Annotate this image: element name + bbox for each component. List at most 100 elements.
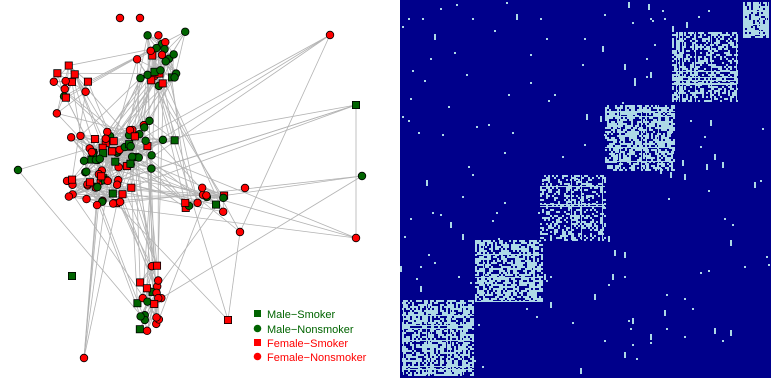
- matrix-cell: [692, 32, 694, 34]
- matrix-cell: [529, 244, 531, 246]
- matrix-cell: [529, 266, 531, 268]
- matrix-cell: [613, 153, 615, 155]
- matrix-cell: [489, 264, 491, 266]
- matrix-cell: [402, 315, 474, 316]
- matrix-cell: [718, 68, 720, 70]
- matrix-cell: [718, 88, 720, 90]
- matrix-cell: [613, 155, 615, 157]
- matrix-cell: [412, 304, 414, 306]
- matrix-cell: [452, 310, 454, 312]
- matrix-cell: [466, 330, 468, 332]
- matrix-cell: [406, 360, 408, 362]
- matrix-cell: [629, 117, 631, 119]
- matrix-cell: [667, 125, 669, 127]
- matrix-cell: [730, 66, 732, 68]
- matrix-cell: [454, 318, 456, 320]
- matrix-cell: [625, 149, 627, 151]
- matrix-cell: [408, 356, 410, 358]
- matrix-cell: [466, 312, 468, 314]
- matrix-cell: [470, 306, 472, 308]
- matrix-cell: [704, 48, 706, 50]
- matrix-cell: [698, 16, 700, 18]
- matrix-cell: [436, 360, 438, 362]
- matrix-cell: [507, 244, 509, 246]
- matrix-cell: [466, 306, 468, 308]
- matrix-cell: [404, 346, 406, 348]
- matrix-cell: [722, 38, 724, 40]
- matrix-cell: [682, 32, 683, 102]
- matrix-cell: [600, 175, 602, 177]
- matrix-cell: [576, 239, 578, 241]
- network-node: [127, 152, 137, 161]
- matrix-cell: [623, 159, 625, 161]
- matrix-cell: [499, 294, 501, 296]
- matrix-cell: [684, 88, 686, 90]
- matrix-cell: [477, 262, 479, 264]
- matrix-cell: [728, 94, 730, 96]
- matrix-cell: [525, 268, 527, 270]
- matrix-cell: [416, 360, 418, 362]
- matrix-cell: [420, 322, 422, 324]
- matrix-cell: [629, 157, 631, 159]
- matrix-cell: [763, 6, 765, 8]
- matrix-cell: [456, 350, 458, 352]
- matrix-cell: [418, 320, 420, 322]
- matrix-cell: [485, 240, 487, 242]
- matrix-cell: [633, 167, 635, 169]
- matrix-cell: [708, 48, 710, 50]
- matrix-cell: [672, 40, 674, 42]
- matrix-cell: [708, 64, 710, 66]
- matrix-cell: [667, 107, 669, 109]
- matrix-cell: [418, 344, 420, 346]
- matrix-cell: [621, 139, 623, 141]
- matrix-cell: [621, 113, 623, 115]
- matrix-cell: [523, 262, 525, 264]
- matrix-cell: [609, 149, 611, 151]
- matrix-cell: [635, 163, 637, 165]
- matrix-cell: [468, 308, 470, 310]
- matrix-cell: [442, 344, 444, 346]
- matrix-cell: [596, 229, 598, 231]
- matrix-cell: [527, 250, 529, 252]
- matrix-cell: [541, 268, 543, 270]
- matrix-cell: [412, 320, 414, 322]
- matrix-cell: [452, 374, 454, 376]
- matrix-cell: [444, 312, 446, 314]
- matrix-cell: [624, 276, 626, 278]
- matrix-cell: [615, 117, 617, 119]
- matrix-cell: [434, 372, 436, 374]
- matrix-cell: [414, 356, 416, 358]
- matrix-cell: [541, 280, 543, 282]
- matrix-cell: [753, 28, 755, 30]
- matrix-cell: [623, 141, 625, 143]
- matrix-cell: [574, 201, 576, 203]
- matrix-cell: [458, 358, 460, 360]
- matrix-cell: [509, 298, 511, 300]
- matrix-cell: [665, 105, 667, 107]
- matrix-cell: [663, 129, 665, 131]
- matrix-cell: [730, 330, 732, 336]
- matrix-cell: [542, 183, 544, 185]
- matrix-cell: [574, 237, 576, 239]
- matrix-cell: [432, 326, 434, 328]
- matrix-cell: [572, 233, 574, 235]
- matrix-cell: [744, 266, 746, 268]
- matrix-cell: [576, 217, 578, 219]
- matrix-cell: [525, 282, 527, 284]
- matrix-cell: [438, 320, 440, 322]
- matrix-cell: [659, 155, 661, 157]
- matrix-cell: [539, 268, 541, 270]
- matrix-cell: [468, 304, 470, 306]
- matrix-cell: [609, 167, 611, 169]
- network-node: [92, 200, 102, 210]
- matrix-cell: [513, 282, 515, 284]
- matrix-cell: [648, 4, 650, 10]
- matrix-cell: [627, 145, 629, 147]
- matrix-cell: [658, 105, 659, 170]
- matrix-cell: [609, 165, 611, 167]
- matrix-cell: [708, 100, 710, 102]
- matrix-cell: [539, 266, 541, 268]
- network-edge: [150, 50, 224, 212]
- matrix-cell: [414, 306, 416, 308]
- matrix-cell: [696, 48, 698, 50]
